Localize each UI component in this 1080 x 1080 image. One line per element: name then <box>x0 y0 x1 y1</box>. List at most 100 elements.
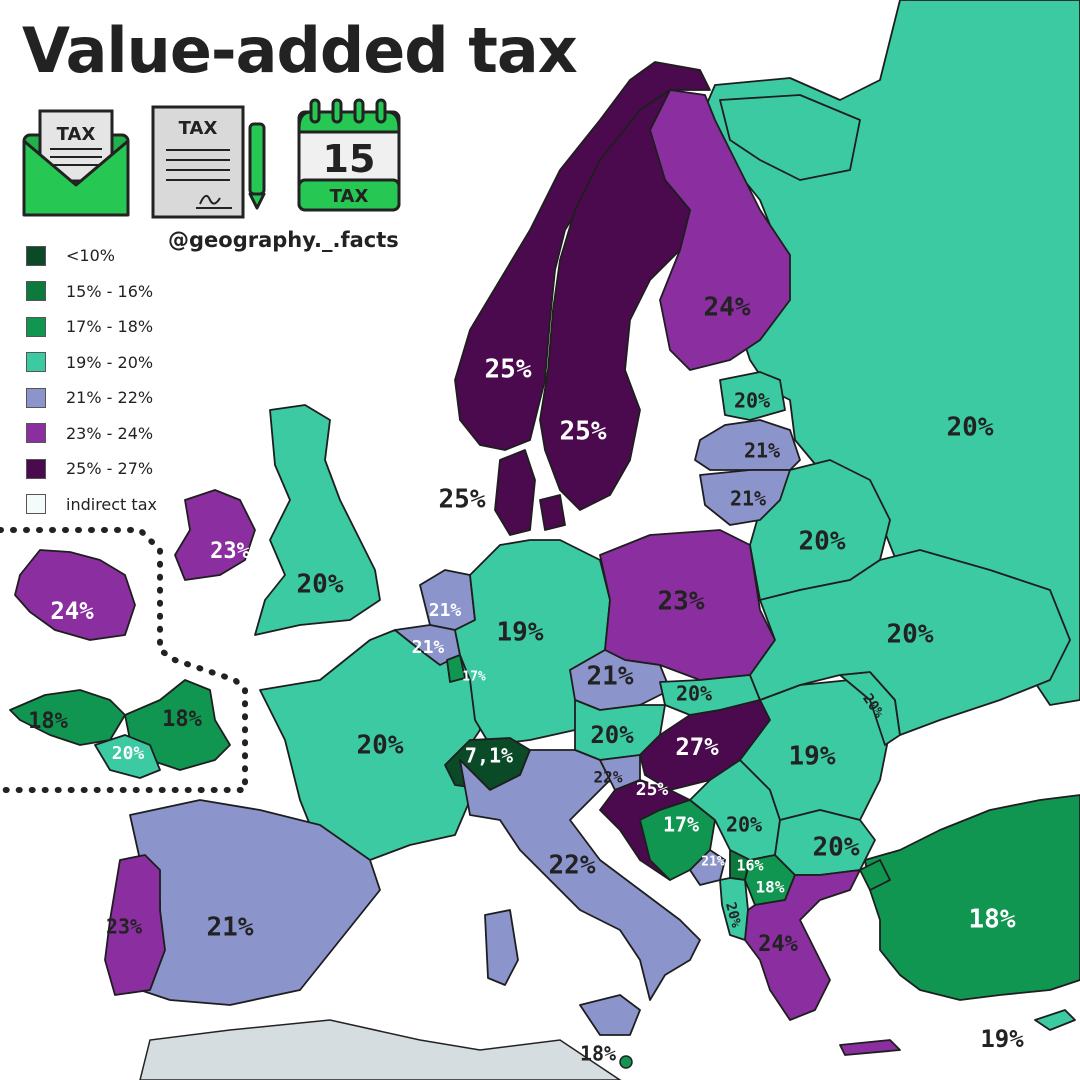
svg-text:TAX: TAX <box>179 118 218 139</box>
legend-swatch <box>26 387 46 408</box>
legend-item: 17% - 18% <box>26 309 157 345</box>
legend-item: 21% - 22% <box>26 380 157 416</box>
label-italy: 22% <box>549 851 596 881</box>
legend-item: indirect tax <box>26 487 157 523</box>
region-sweden <box>539 89 691 511</box>
region-turkey <box>864 794 1080 1001</box>
north-africa <box>139 1019 622 1080</box>
label-lithuania: 21% <box>730 487 766 511</box>
region-luxembourg <box>446 654 466 683</box>
legend-swatch <box>26 458 46 479</box>
map-title: Value-added tax <box>22 14 578 87</box>
legend-item: 19% - 20% <box>26 345 157 381</box>
tax-document-icon: TAX <box>151 105 266 219</box>
legend-label: 25% - 27% <box>66 459 154 479</box>
label-norway: 25% <box>485 355 532 385</box>
label-estonia: 20% <box>734 389 770 413</box>
label-bulgaria: 20% <box>813 833 860 863</box>
label-slovenia: 22% <box>594 768 623 787</box>
region-denmark <box>494 449 536 536</box>
region-sicily <box>579 994 641 1036</box>
envelope-tax-icon: TAX <box>22 109 130 217</box>
malta-marker <box>619 1055 633 1069</box>
legend-swatch <box>26 494 46 515</box>
legend-label: 23% - 24% <box>66 423 154 443</box>
label-malta: 18% <box>580 1042 616 1066</box>
label-latvia: 21% <box>744 439 780 463</box>
label-spain: 21% <box>207 913 254 943</box>
label-bosnia: 17% <box>663 813 699 837</box>
legend-swatch <box>26 281 46 302</box>
region-russia-kola <box>719 94 861 181</box>
legend-item: 25% - 27% <box>26 451 157 487</box>
label-slovakia: 20% <box>676 682 712 706</box>
region-denmark-island <box>539 494 566 531</box>
legend-item: <10% <box>26 238 157 274</box>
label-hungary: 27% <box>675 733 719 761</box>
region-montenegro <box>689 849 726 886</box>
region-iceland <box>14 549 136 641</box>
legend-swatch <box>26 352 46 373</box>
label-ireland: 23% <box>210 539 250 564</box>
label-portugal: 23% <box>106 915 142 939</box>
label-switzerland: 7,1% <box>465 744 513 768</box>
region-lithuania <box>699 469 791 526</box>
region-greece <box>744 869 861 1021</box>
label-north-macedonia: 18% <box>756 878 785 897</box>
region-italy <box>459 749 701 1001</box>
label-serbia: 20% <box>726 813 762 837</box>
region-crete <box>839 1039 901 1056</box>
legend: <10% 15% - 16% 17% - 18% 19% - 20% 21% - 22%… <box>26 238 157 522</box>
legend-label: 21% - 22% <box>66 388 154 408</box>
legend-label: 17% - 18% <box>66 317 154 337</box>
label-netherlands: 21% <box>429 600 462 621</box>
calendar-icon: 15 TAX <box>297 98 401 212</box>
label-inset-south: 20% <box>112 743 145 764</box>
label-belgium: 21% <box>412 637 445 658</box>
region-cyprus <box>1034 1009 1076 1031</box>
label-germany: 19% <box>497 618 544 648</box>
label-czechia: 21% <box>587 662 634 692</box>
label-luxembourg: 17% <box>462 670 486 685</box>
legend-item: 15% - 16% <box>26 274 157 310</box>
label-russia: 20% <box>947 413 994 443</box>
region-ukraine <box>749 549 1071 736</box>
region-estonia <box>719 371 786 421</box>
label-austria: 20% <box>590 721 634 749</box>
label-belarus: 20% <box>799 527 846 557</box>
legend-label: 19% - 20% <box>66 352 154 372</box>
label-ukraine: 20% <box>887 620 934 650</box>
label-finland: 24% <box>704 293 751 323</box>
label-montenegro: 21% <box>701 855 725 870</box>
region-faroe-islands <box>9 689 126 746</box>
label-cyprus: 19% <box>980 1025 1024 1053</box>
legend-swatch <box>26 245 46 266</box>
region-inset-south <box>94 734 161 779</box>
label-faroe-islands: 18% <box>28 709 68 734</box>
credit-handle: @geography._.facts <box>168 228 399 252</box>
label-turkey: 18% <box>969 905 1016 935</box>
legend-swatch <box>26 316 46 337</box>
label-iceland: 24% <box>50 597 94 625</box>
label-sweden: 25% <box>560 417 607 447</box>
label-romania: 19% <box>789 742 836 772</box>
svg-text:TAX: TAX <box>57 124 96 145</box>
region-united-kingdom <box>254 404 381 636</box>
label-greece: 24% <box>758 932 798 957</box>
legend-item: 23% - 24% <box>26 416 157 452</box>
label-france: 20% <box>357 731 404 761</box>
label-denmark: 25% <box>439 485 486 515</box>
label-poland: 23% <box>658 587 705 617</box>
region-ireland <box>174 489 256 581</box>
label-kosovo: 16% <box>736 857 763 875</box>
svg-text:15: 15 <box>323 137 376 181</box>
region-sardinia <box>484 909 519 986</box>
legend-label: 15% - 16% <box>66 281 154 301</box>
legend-label: <10% <box>66 246 115 266</box>
region-turkey-thrace <box>859 859 891 891</box>
inset-frame <box>0 527 248 793</box>
label-croatia: 25% <box>636 779 669 800</box>
region-latvia <box>694 419 801 471</box>
label-albania: 20% <box>722 901 744 930</box>
